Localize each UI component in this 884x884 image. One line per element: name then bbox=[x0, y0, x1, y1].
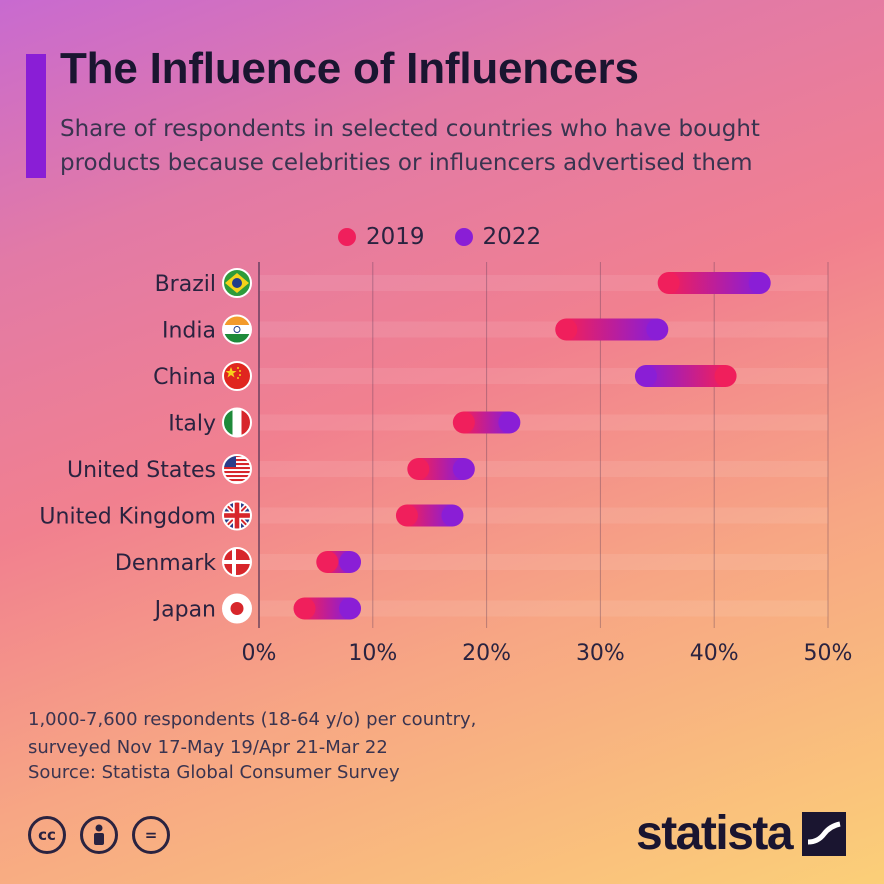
flag-ring bbox=[222, 268, 252, 298]
x-tick-label: 40% bbox=[690, 641, 739, 666]
row-band bbox=[259, 461, 828, 477]
point-2022-italy bbox=[498, 411, 521, 434]
denmark-flag-icon bbox=[222, 547, 252, 577]
flag-ring bbox=[222, 454, 252, 484]
flag-ring bbox=[222, 407, 252, 438]
row-band bbox=[259, 321, 828, 338]
brazil-flag-icon bbox=[222, 268, 252, 298]
legend-dot-2022 bbox=[454, 228, 473, 246]
category-label-united-states: United States bbox=[67, 458, 216, 483]
point-2022-united-states bbox=[452, 458, 475, 480]
connector-japan bbox=[304, 597, 351, 620]
x-tick-label: 20% bbox=[462, 641, 511, 666]
point-2022-china bbox=[634, 365, 657, 387]
row-band bbox=[259, 554, 828, 570]
point-2019-brazil bbox=[657, 272, 680, 294]
flag-ring bbox=[222, 593, 252, 624]
connector-united-states bbox=[418, 458, 464, 480]
category-label-brazil: Brazil bbox=[155, 272, 216, 297]
row-band bbox=[259, 600, 828, 617]
point-2022-denmark bbox=[339, 551, 362, 573]
x-tick-label: 10% bbox=[348, 641, 397, 666]
logo-text: statista bbox=[636, 807, 794, 860]
legend: 2019 2022 bbox=[338, 224, 541, 250]
title-accent-bar bbox=[26, 54, 46, 178]
point-2022-india bbox=[646, 318, 669, 341]
japan-flag-icon bbox=[222, 593, 252, 624]
legend-dot-2019 bbox=[338, 228, 356, 246]
attribution-person-icon bbox=[94, 824, 104, 845]
license-icons: cc = bbox=[28, 816, 170, 854]
point-2019-japan bbox=[293, 597, 316, 620]
flag-ring bbox=[222, 314, 252, 345]
legend-label-2019: 2019 bbox=[366, 224, 425, 250]
footer-note: 1,000-7,600 respondents (18-64 y/o) per … bbox=[28, 706, 476, 762]
point-2019-china bbox=[714, 365, 737, 387]
statista-logo-mark-icon bbox=[802, 811, 847, 856]
point-2022-brazil bbox=[748, 272, 771, 294]
category-label-china: China bbox=[153, 365, 216, 390]
connector-united-kingdom bbox=[406, 504, 453, 527]
category-label-denmark: Denmark bbox=[115, 551, 216, 576]
point-2019-united-kingdom bbox=[395, 504, 418, 527]
point-2019-united-states bbox=[407, 458, 430, 480]
connector-china bbox=[645, 365, 726, 387]
attribution-icon[interactable] bbox=[80, 816, 118, 854]
china-flag-icon bbox=[222, 361, 252, 391]
category-label-united-kingdom: United Kingdom bbox=[39, 505, 216, 530]
legend-item-2019: 2019 bbox=[338, 224, 425, 250]
footer-note-line1: 1,000-7,600 respondents (18-64 y/o) per … bbox=[28, 709, 477, 730]
flag-ring bbox=[222, 547, 252, 577]
no-derivatives-icon[interactable]: = bbox=[132, 816, 170, 854]
row-band bbox=[259, 414, 828, 431]
point-2022-japan bbox=[339, 597, 362, 620]
india-flag-icon bbox=[222, 314, 252, 345]
point-2019-denmark bbox=[316, 551, 339, 573]
chart-title: The Influence of Influencers bbox=[60, 44, 639, 93]
statista-logo[interactable]: statista bbox=[636, 806, 847, 861]
cc-icon[interactable]: cc bbox=[28, 816, 66, 854]
row-band bbox=[259, 507, 828, 524]
connector-india bbox=[566, 318, 658, 341]
footer-note-line2: surveyed Nov 17-May 19/Apr 21-Mar 22 bbox=[28, 737, 388, 758]
point-2022-united-kingdom bbox=[441, 504, 464, 527]
legend-item-2022: 2022 bbox=[454, 224, 542, 250]
point-2019-italy bbox=[452, 411, 475, 434]
category-label-india: India bbox=[162, 319, 216, 344]
x-tick-label: 0% bbox=[242, 641, 277, 666]
point-2019-india bbox=[555, 318, 578, 341]
connector-brazil bbox=[668, 272, 760, 294]
flag-ring bbox=[222, 361, 252, 391]
x-tick-label: 30% bbox=[576, 641, 625, 666]
usa-flag-icon bbox=[222, 454, 252, 484]
legend-label-2022: 2022 bbox=[482, 224, 542, 250]
chart-subtitle: Share of respondents in selected countri… bbox=[60, 116, 760, 176]
footer-source: Source: Statista Global Consumer Survey bbox=[28, 762, 400, 783]
x-tick-label: 50% bbox=[804, 641, 853, 666]
italy-flag-icon bbox=[222, 407, 252, 438]
category-label-japan: Japan bbox=[153, 598, 216, 623]
category-label-italy: Italy bbox=[168, 412, 216, 437]
row-band bbox=[259, 368, 828, 384]
connector-italy bbox=[463, 411, 510, 434]
uk-flag-icon bbox=[222, 500, 252, 531]
flag-ring bbox=[222, 500, 252, 531]
